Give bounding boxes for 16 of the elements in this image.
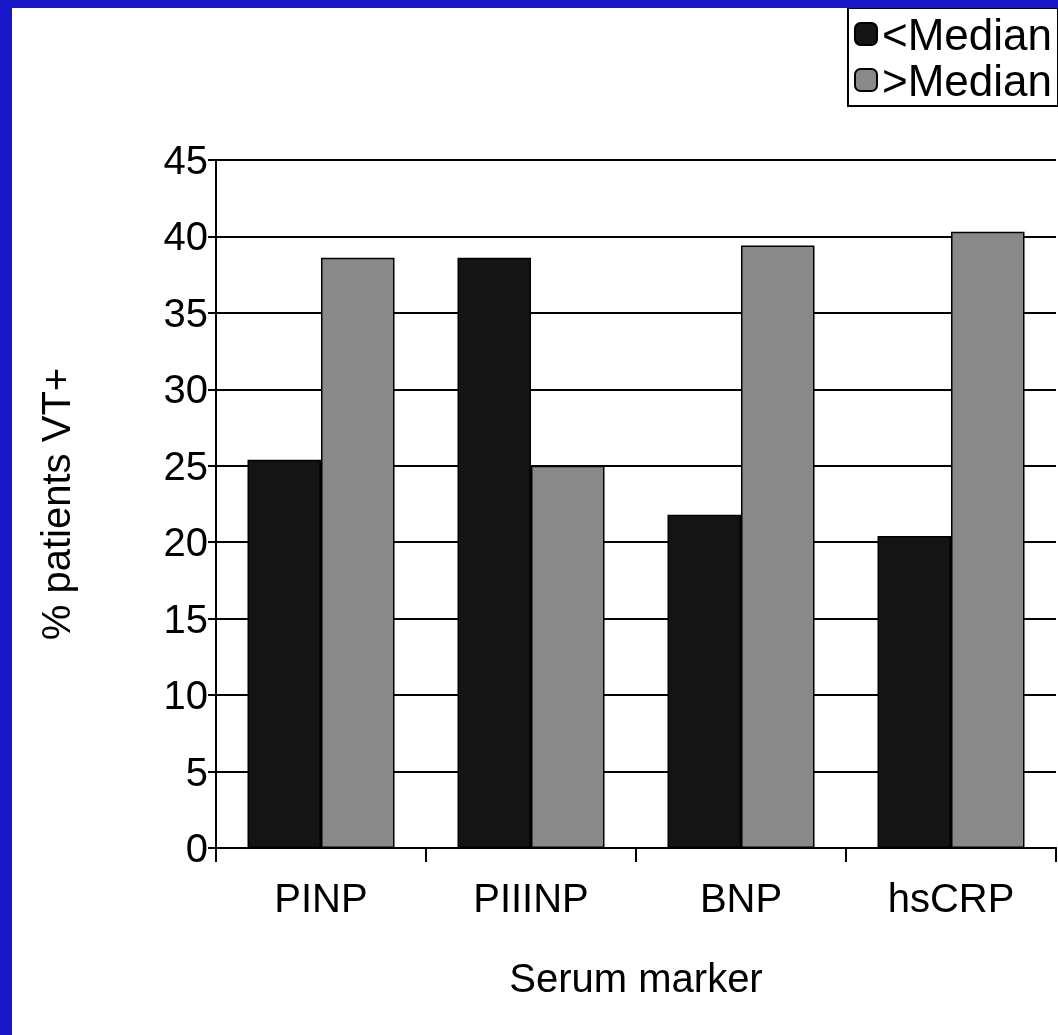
x-tick-label: PINP — [274, 876, 368, 920]
y-tick-label: 40 — [163, 214, 208, 259]
y-tick-label: 20 — [163, 520, 208, 565]
y-tick-label: 30 — [163, 367, 208, 412]
y-tick-label: 15 — [163, 596, 208, 641]
y-tick-label: 10 — [163, 673, 208, 718]
x-axis-title: Serum marker — [509, 956, 763, 1000]
y-tick-label: 0 — [185, 826, 208, 870]
x-tick-label: hsCRP — [887, 876, 1015, 920]
x-tick-label: PIIINP — [473, 876, 589, 920]
y-tick-label: 25 — [163, 443, 208, 488]
y-tick-label: 5 — [185, 749, 208, 794]
y-tick-label: 45 — [163, 138, 208, 182]
y-tick-label: 35 — [163, 290, 208, 335]
x-tick-label: BNP — [699, 876, 783, 920]
y-axis-title: % patients VT+ — [34, 367, 78, 641]
